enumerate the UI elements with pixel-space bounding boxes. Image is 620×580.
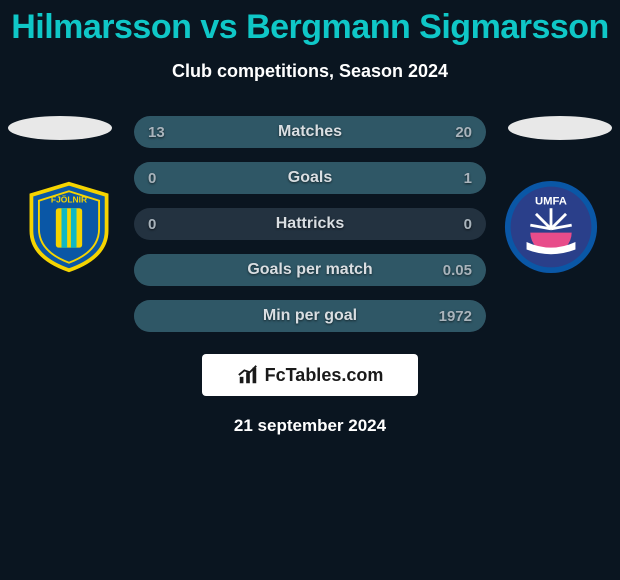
svg-text:FJÖLNIR: FJÖLNIR — [51, 195, 87, 205]
stat-label: Min per goal — [134, 300, 486, 332]
stat-label: Matches — [134, 116, 486, 148]
fctables-logo: FcTables.com — [202, 354, 418, 396]
stat-label: Hattricks — [134, 208, 486, 240]
player-photo-left — [8, 116, 112, 140]
comparison-panel: FJÖLNIR UMFA 1320Matches 01Goals 00Hattric… — [0, 116, 620, 436]
svg-text:UMFA: UMFA — [535, 195, 567, 207]
subtitle: Club competitions, Season 2024 — [0, 61, 620, 82]
chart-icon — [237, 364, 259, 386]
page-title: Hilmarsson vs Bergmann Sigmarsson — [0, 0, 620, 47]
stat-bar: 01Goals — [134, 162, 486, 194]
stat-bar: 1320Matches — [134, 116, 486, 148]
stat-bar: 00Hattricks — [134, 208, 486, 240]
stat-label: Goals per match — [134, 254, 486, 286]
club-badge-right: UMFA — [504, 180, 598, 274]
stat-label: Goals — [134, 162, 486, 194]
stat-bar: 0.05Goals per match — [134, 254, 486, 286]
player-photo-right — [508, 116, 612, 140]
stat-bars: 1320Matches 01Goals 00Hattricks 0.05Goals p… — [134, 116, 486, 332]
logo-text: FcTables.com — [265, 365, 384, 386]
stat-bar: 1972Min per goal — [134, 300, 486, 332]
date-label: 21 september 2024 — [0, 416, 620, 436]
club-badge-left: FJÖLNIR — [22, 180, 116, 274]
